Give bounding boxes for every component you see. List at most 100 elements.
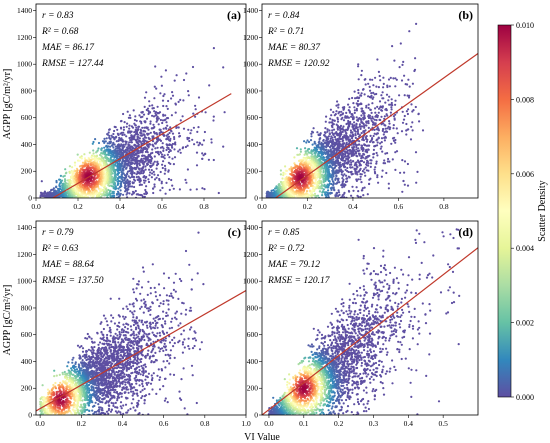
scatter-point: [135, 176, 138, 179]
scatter-point: [304, 147, 307, 150]
scatter-point: [403, 183, 406, 186]
scatter-point: [164, 126, 167, 129]
scatter-point: [331, 119, 334, 122]
scatter-point: [118, 136, 121, 139]
scatter-point: [295, 189, 298, 192]
scatter-point: [337, 194, 340, 198]
scatter-point: [322, 171, 325, 174]
scatter-point: [381, 150, 384, 153]
scatter-point: [162, 160, 165, 163]
scatter-point: [163, 93, 166, 96]
scatter-point: [139, 134, 142, 137]
scatter-point: [382, 162, 385, 165]
scatter-point: [305, 190, 309, 193]
scatter-point: [388, 120, 391, 123]
scatter-point: [372, 84, 375, 87]
scatter-point: [129, 172, 132, 175]
scatter-point: [367, 122, 370, 125]
scatter-point: [55, 179, 58, 183]
scatter-point: [131, 181, 134, 184]
scatter-point: [157, 117, 160, 120]
scatter-point: [371, 78, 374, 81]
scatter-point: [414, 105, 417, 109]
scatter-point: [383, 131, 386, 134]
panel-b: 0.0 0.2 0.4 0.6 0.80200400600800100012001400…: [243, 3, 479, 211]
scatter-point: [357, 135, 361, 138]
scatter-point: [95, 159, 99, 162]
scatter-point: [355, 96, 358, 100]
scatter-point: [194, 104, 197, 107]
scatter-point: [192, 126, 195, 129]
scatter-point: [136, 138, 139, 141]
scatter-point: [88, 151, 91, 154]
scatter-point: [317, 187, 320, 190]
scatter-point: [312, 167, 315, 170]
scatter-point: [284, 172, 287, 175]
y-tick-label: 0: [28, 194, 32, 203]
scatter-point: [373, 132, 376, 135]
scatter-point: [341, 140, 344, 143]
scatter-point: [103, 141, 106, 144]
scatter-point: [371, 123, 375, 126]
scatter-point: [109, 137, 112, 141]
scatter-point: [353, 109, 356, 112]
scatter-point: [101, 159, 104, 162]
scatter-point: [106, 170, 109, 173]
scatter-point: [357, 91, 360, 95]
scatter-point: [376, 154, 379, 157]
scatter-point: [334, 182, 338, 185]
scatter-point: [329, 146, 332, 149]
scatter-point: [128, 169, 131, 173]
scatter-point: [100, 149, 103, 152]
scatter-point: [341, 177, 344, 180]
scatter-point: [379, 142, 382, 145]
scatter-point: [401, 190, 404, 193]
scatter-point: [337, 103, 340, 106]
scatter-point: [124, 184, 127, 187]
scatter-point: [388, 122, 391, 125]
scatter-point: [375, 128, 378, 131]
scatter-point: [132, 178, 136, 181]
scatter-point: [381, 169, 384, 172]
scatter-point: [101, 140, 105, 143]
scatter-point: [293, 156, 296, 159]
scatter-point: [408, 85, 411, 88]
scatter-point: [72, 179, 75, 182]
scatter-point: [339, 157, 343, 161]
scatter-point: [138, 180, 141, 183]
stat-text: RMSE = 127.44: [41, 59, 104, 69]
scatter-point: [410, 103, 413, 106]
scatter-point: [372, 134, 375, 138]
scatter-point: [156, 133, 159, 136]
scatter-point: [380, 109, 383, 112]
scatter-point: [87, 160, 90, 163]
scatter-point: [335, 192, 338, 195]
scatter-point: [347, 189, 350, 193]
scatter-point: [116, 173, 119, 176]
scatter-point: [59, 174, 63, 177]
scatter-point: [212, 47, 215, 50]
scatter-point: [171, 132, 175, 135]
scatter-point: [59, 178, 62, 181]
scatter-point: [175, 74, 178, 77]
scatter-point: [118, 148, 121, 151]
scatter-point: [194, 108, 197, 111]
scatter-point: [368, 85, 371, 88]
scatter-point: [103, 194, 106, 197]
scatter-point: [149, 171, 152, 174]
scatter-point: [120, 175, 124, 178]
scatter-point: [359, 195, 362, 198]
scatter-point: [360, 69, 363, 72]
scatter-point: [332, 149, 335, 152]
scatter-point: [342, 174, 345, 177]
scatter-point: [344, 168, 347, 171]
scatter-point: [358, 169, 361, 172]
scatter-point: [368, 178, 371, 181]
scatter-point: [340, 168, 343, 171]
scatter-point: [350, 161, 353, 164]
scatter-point: [160, 180, 163, 183]
scatter-point: [361, 170, 364, 173]
scatter-point: [316, 174, 319, 177]
scatter-point: [308, 157, 311, 160]
scatter-point: [192, 112, 195, 115]
